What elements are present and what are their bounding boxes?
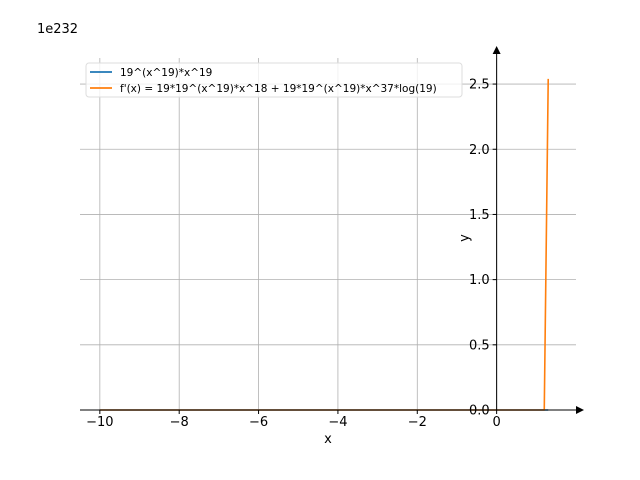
- series-line-2: [99, 78, 550, 411]
- x-tick-label: −8: [170, 415, 189, 430]
- legend: 19^(x^19)*x^19 f'(x) = 19*19^(x^19)*x^18 …: [85, 62, 463, 98]
- y-scale-exponent-label: 1e232: [37, 22, 78, 37]
- x-axis-arrow: [576, 406, 584, 414]
- y-axis-arrow: [492, 46, 501, 54]
- y-tick-label: 2.5: [469, 78, 490, 93]
- axes: [80, 46, 584, 414]
- legend-label-1: 19^(x^19)*x^19: [120, 67, 212, 79]
- y-tick-label: 1.5: [469, 208, 490, 223]
- series-layer: [99, 78, 550, 411]
- x-tick-label: −10: [86, 415, 113, 430]
- y-tick-label: 1.0: [469, 273, 490, 288]
- y-tick-label: 2.0: [469, 143, 490, 158]
- y-tick-label: 0.0: [469, 404, 490, 419]
- legend-box: [85, 62, 463, 98]
- x-tick-label: 0: [492, 415, 500, 430]
- x-tick-label: −6: [249, 415, 268, 430]
- grid-lines: [80, 58, 576, 411]
- x-tick-label: −4: [328, 415, 347, 430]
- x-tick-label: −2: [408, 415, 427, 430]
- x-axis-label: x: [324, 432, 332, 447]
- y-axis-label: y: [458, 234, 473, 242]
- ticks: −10 −8 −6 −4 −2 00.0 0.5 1.0 1.5 2.0 2.5: [86, 78, 501, 430]
- y-tick-label: 0.5: [469, 338, 490, 353]
- legend-label-2: f'(x) = 19*19^(x^19)*x^18 + 19*19^(x^19)…: [120, 83, 437, 95]
